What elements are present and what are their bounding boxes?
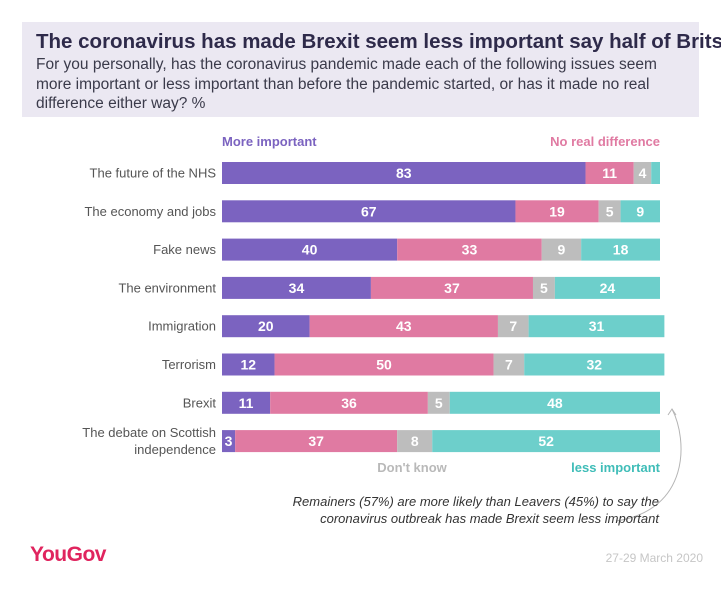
bar-value-label: 18: [613, 242, 629, 258]
bar-segment: [270, 391, 428, 414]
bar-segment: [633, 162, 652, 184]
bar-segment: [222, 276, 371, 299]
bar-segment: [581, 238, 660, 261]
bar-segment: [598, 200, 621, 223]
header-panel: The coronavirus has made Brexit seem les…: [22, 22, 721, 117]
survey-date: 27-29 March 2020: [605, 551, 703, 565]
bar-segment: [235, 430, 398, 453]
category-label: The debate on Scottish independence: [82, 425, 216, 457]
bar-segment: [532, 276, 555, 299]
bar-segment: [620, 200, 660, 223]
bar-segment: [541, 238, 582, 261]
legend-label-3: less important: [571, 460, 661, 475]
bar-segment: [274, 353, 494, 376]
bar-segment: [651, 162, 660, 184]
bar-value-label: 50: [376, 357, 392, 373]
bar-segment: [222, 315, 310, 338]
bar-segment: [528, 315, 665, 338]
category-label: The future of the NHS: [90, 166, 217, 181]
category-label: Immigration: [148, 319, 216, 334]
bar-value-label: 12: [240, 357, 256, 373]
bar-value-label: 32: [587, 357, 603, 373]
bar-value-label: 31: [589, 318, 605, 334]
bar-value-label: 37: [444, 280, 460, 296]
bar-value-label: 67: [361, 203, 377, 219]
chart-subtitle: For you personally, has the coronavirus …: [36, 56, 657, 112]
bar-value-label: 7: [505, 357, 513, 373]
bar-segment: [515, 200, 599, 223]
bar-segment: [524, 353, 665, 376]
bar-value-label: 43: [396, 318, 412, 334]
category-label: Fake news: [153, 242, 216, 257]
bar-segment: [427, 391, 450, 414]
bar-segment: [554, 276, 660, 299]
bar-value-label: 8: [411, 433, 419, 449]
bar-value-label: 24: [600, 280, 616, 296]
bar-value-label: 19: [549, 203, 565, 219]
bar-value-label: 83: [396, 165, 412, 181]
chart-title: The coronavirus has made Brexit seem les…: [36, 30, 721, 53]
bar-value-label: 5: [435, 395, 443, 411]
legend-label-1: No real difference: [550, 134, 660, 149]
bar-segment: [497, 315, 529, 338]
bar-segment: [449, 391, 660, 414]
bar-value-label: 11: [239, 395, 254, 411]
category-label: Terrorism: [162, 357, 216, 372]
bar-segment: [432, 430, 660, 453]
bar-value-label: 9: [636, 203, 644, 219]
annotation-note: Remainers (57%) are more likely than Lea…: [292, 494, 659, 526]
bar-segment: [309, 315, 498, 338]
bar-segment: [370, 276, 533, 299]
bar-value-label: 52: [538, 433, 554, 449]
bar-value-label: 48: [547, 395, 563, 411]
bar-segment: [222, 391, 271, 414]
bar-value-label: 40: [302, 242, 318, 258]
legend-label-0: More important: [222, 134, 317, 149]
bar-segment: [397, 430, 433, 453]
bar-value-label: 20: [258, 318, 274, 334]
bar-value-label: 7: [509, 318, 517, 334]
bar-value-label: 3: [225, 433, 233, 449]
bar-value-label: 5: [540, 280, 548, 296]
bar-value-label: 34: [289, 280, 305, 296]
bar-value-label: 37: [308, 433, 324, 449]
legend-label-2: Don't know: [377, 460, 447, 475]
yougov-logo: YouGov: [30, 543, 106, 566]
bar-segment: [222, 200, 516, 223]
category-label: Brexit: [183, 395, 217, 410]
bar-segment: [222, 238, 398, 261]
bar-segment: [222, 353, 275, 376]
annotation-arrowhead: [667, 408, 677, 416]
bar-segment: [585, 162, 634, 184]
annotation-arrow: [615, 408, 682, 522]
bar-value-label: 11: [602, 165, 617, 181]
category-label: The environment: [118, 280, 216, 295]
bar-value-label: 4: [639, 165, 647, 181]
bar-segment: [397, 238, 542, 261]
category-label: The economy and jobs: [84, 204, 216, 219]
bar-segment: [222, 430, 236, 453]
bar-value-label: 33: [462, 242, 478, 258]
bar-value-label: 5: [606, 203, 614, 219]
bar-value-label: 36: [341, 395, 357, 411]
bar-segment: [493, 353, 525, 376]
bar-segment: [222, 162, 586, 184]
bar-value-label: 9: [558, 242, 566, 258]
